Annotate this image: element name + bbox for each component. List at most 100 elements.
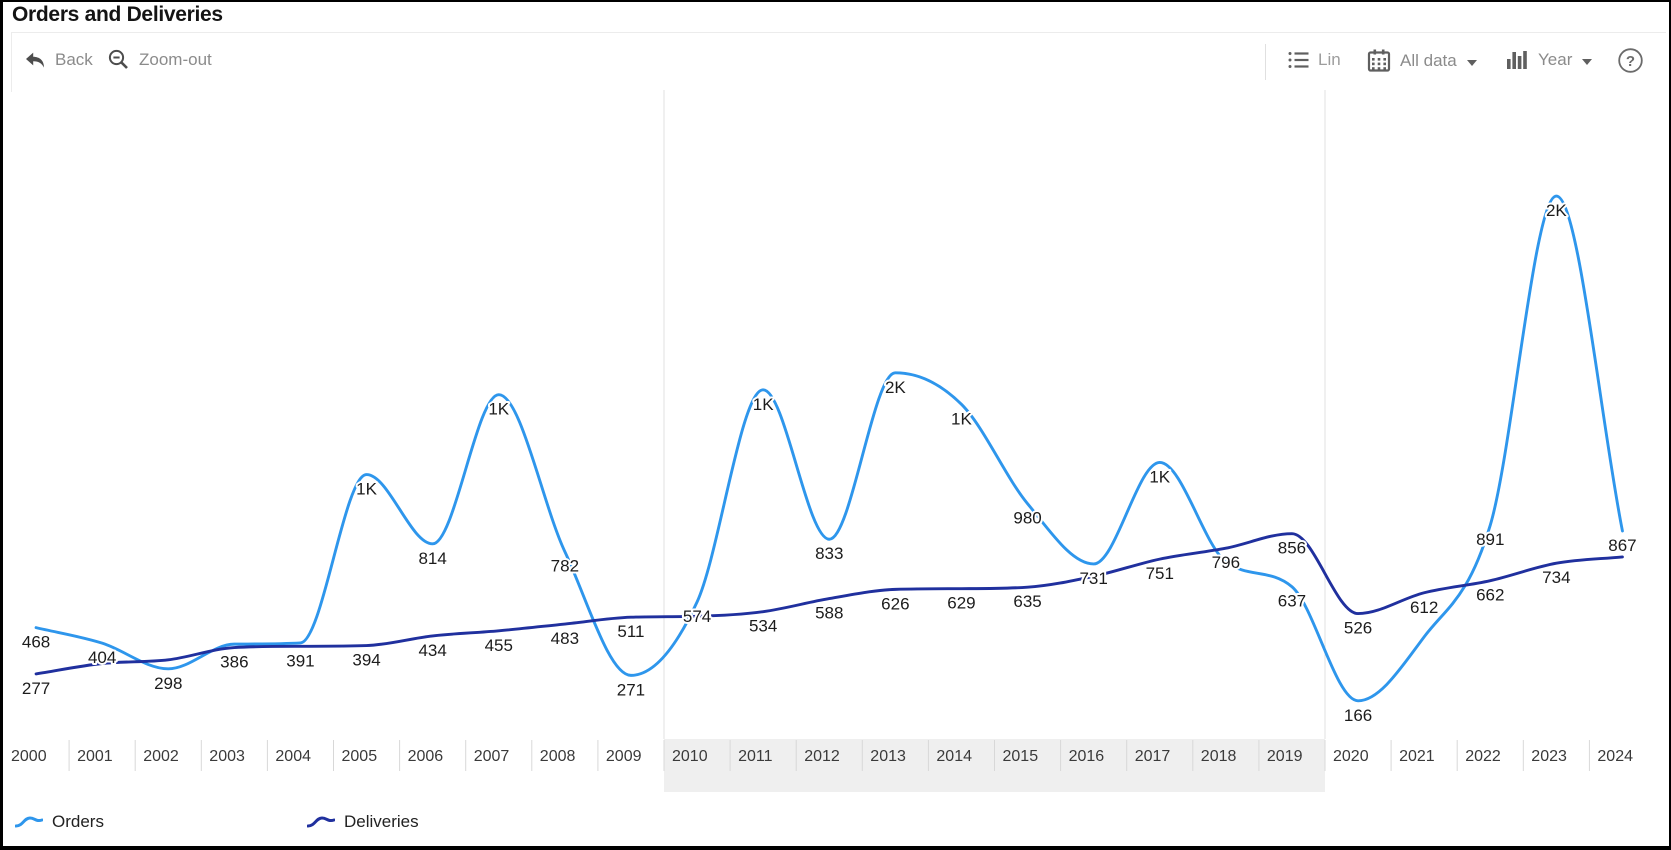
- data-label-orders: 468: [22, 633, 50, 652]
- data-label-deliveries: 662: [1476, 586, 1504, 605]
- x-axis-label: 2003: [209, 748, 245, 765]
- data-label-orders: 2K: [1546, 201, 1567, 220]
- x-axis-label: 2017: [1135, 748, 1171, 765]
- data-label-deliveries: 629: [947, 594, 975, 613]
- data-label-orders: 1K: [1149, 467, 1170, 486]
- legend: Orders Deliveries: [3, 807, 1669, 841]
- scale-lin-button[interactable]: Lin: [1287, 48, 1341, 72]
- data-label-deliveries: 434: [418, 641, 446, 660]
- x-axis-label: 2012: [804, 748, 840, 765]
- x-axis-label: 2013: [870, 748, 906, 765]
- calendar-icon: [1366, 48, 1392, 74]
- data-label-orders: 1K: [951, 409, 972, 428]
- chevron-down-icon: [1582, 58, 1593, 65]
- data-label-orders: 166: [1344, 706, 1372, 725]
- data-label-deliveries: 277: [22, 679, 50, 698]
- data-label-deliveries: 391: [286, 651, 314, 670]
- back-button[interactable]: Back: [23, 48, 93, 72]
- interval-label: Year: [1538, 50, 1573, 69]
- x-axis-label: 2019: [1267, 748, 1303, 765]
- legend-swatch: [307, 813, 335, 831]
- x-axis-label: 2002: [143, 748, 179, 765]
- x-axis-label: 2016: [1069, 748, 1105, 765]
- data-label-deliveries: 588: [815, 604, 843, 623]
- data-label-orders: 404: [88, 648, 116, 667]
- data-label-orders: 271: [617, 680, 645, 699]
- data-label-deliveries: 394: [352, 651, 380, 670]
- series-line-orders: [34, 194, 1624, 703]
- x-axis-label: 2018: [1201, 748, 1237, 765]
- data-label-deliveries: 612: [1410, 598, 1438, 617]
- x-axis-label: 2004: [275, 748, 311, 765]
- help-icon: ?: [1617, 47, 1644, 74]
- data-label-deliveries: 534: [749, 617, 777, 636]
- x-axis-label: 2015: [1003, 748, 1039, 765]
- data-label-orders: 637: [1278, 592, 1306, 611]
- data-label-deliveries: 386: [220, 653, 248, 672]
- data-label-orders: 1K: [488, 400, 509, 419]
- x-axis-label: 2022: [1465, 748, 1501, 765]
- x-axis-label: 2010: [672, 748, 708, 765]
- zoom-out-label: Zoom-out: [139, 50, 212, 69]
- data-label-orders: 574: [683, 607, 711, 626]
- list-icon: [1287, 48, 1310, 72]
- x-axis-label: 2005: [342, 748, 378, 765]
- data-label-deliveries: 856: [1278, 539, 1306, 558]
- zoom-out-icon: [107, 48, 131, 72]
- title-divider: [11, 32, 1666, 33]
- data-label-orders: 891: [1476, 530, 1504, 549]
- data-label-orders: 1K: [356, 480, 377, 499]
- back-icon: [23, 48, 47, 72]
- x-axis-label: 2021: [1399, 748, 1435, 765]
- legend-item-deliveries[interactable]: Deliveries: [307, 812, 419, 832]
- data-label-deliveries: 635: [1013, 592, 1041, 611]
- toolbar-separator: [1265, 44, 1266, 80]
- legend-label: Deliveries: [344, 812, 419, 831]
- x-axis-label: 2007: [474, 748, 510, 765]
- data-label-orders: 731: [1079, 569, 1107, 588]
- x-axis-label: 2009: [606, 748, 642, 765]
- range-dropdown[interactable]: All data: [1366, 48, 1477, 74]
- data-label-orders: 298: [154, 674, 182, 693]
- chevron-down-icon: [1466, 59, 1477, 66]
- data-label-orders: 980: [1013, 509, 1041, 528]
- chart-canvas[interactable]: 2000 2001 2002 2003 2004 2005 2006 2007 2008 2009…: [3, 2, 1671, 850]
- column-chart-icon: [1505, 48, 1530, 72]
- svg-text:?: ?: [1626, 53, 1635, 70]
- series-line-deliveries: [34, 532, 1624, 676]
- x-axis-label: 2006: [408, 748, 444, 765]
- page-title: Orders and Deliveries: [12, 3, 223, 26]
- x-axis-label: 2020: [1333, 748, 1369, 765]
- toolbar: Back Zoom-out: [3, 42, 1669, 82]
- back-label: Back: [55, 50, 93, 69]
- x-axis-label: 2023: [1531, 748, 1567, 765]
- interval-dropdown[interactable]: Year: [1505, 48, 1593, 72]
- data-label-deliveries: 626: [881, 594, 909, 613]
- legend-swatch: [15, 813, 43, 831]
- legend-item-orders[interactable]: Orders: [15, 812, 104, 832]
- scale-lin-label: Lin: [1318, 50, 1341, 69]
- x-axis-label: 2024: [1597, 748, 1633, 765]
- data-label-orders: 814: [418, 549, 446, 568]
- data-label-orders: 1K: [753, 395, 774, 414]
- data-label-orders: 2K: [885, 378, 906, 397]
- data-label-deliveries: 526: [1344, 619, 1372, 638]
- x-axis-label: 2008: [540, 748, 576, 765]
- data-label-deliveries: 734: [1542, 568, 1570, 587]
- data-label-deliveries: 751: [1146, 564, 1174, 583]
- x-axis-label: 2000: [11, 748, 47, 765]
- data-label-orders: 833: [815, 544, 843, 563]
- data-label-deliveries: 796: [1212, 553, 1240, 572]
- data-label-orders: 782: [551, 557, 579, 576]
- zoom-out-button[interactable]: Zoom-out: [107, 48, 212, 72]
- data-label-deliveries: 483: [551, 629, 579, 648]
- legend-label: Orders: [52, 812, 104, 831]
- chart-left-edge: [11, 32, 12, 92]
- help-button[interactable]: ?: [1617, 47, 1644, 74]
- data-label-deliveries: 511: [617, 622, 644, 641]
- x-axis-label: 2014: [936, 748, 972, 765]
- data-label-orders: 867: [1608, 536, 1636, 555]
- data-label-deliveries: 455: [485, 636, 513, 655]
- x-axis-label: 2011: [738, 748, 773, 765]
